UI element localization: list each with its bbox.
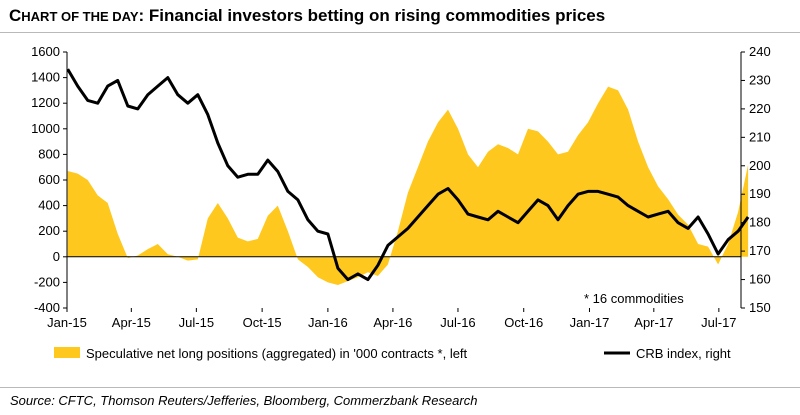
title-rest: : Financial investors betting on rising … — [138, 6, 606, 25]
right-axis-tick-label: 220 — [749, 101, 771, 116]
left-axis-tick-label: 1200 — [31, 95, 60, 110]
x-axis-tick-label: Apr-16 — [373, 315, 412, 330]
chart-legend: Speculative net long positions (aggregat… — [54, 346, 731, 361]
title-smallcaps: HART OF THE DAY — [21, 9, 139, 24]
right-axis-tick-label: 160 — [749, 272, 771, 287]
chart-annotation: * 16 commodities — [584, 291, 684, 306]
x-axis-tick-label: Jul-15 — [179, 315, 214, 330]
x-axis-tick-label: Oct-15 — [243, 315, 282, 330]
area-series-net-long-positions — [67, 86, 749, 285]
left-axis-tick-label: 800 — [38, 146, 60, 161]
legend-label-area: Speculative net long positions (aggregat… — [86, 346, 468, 361]
x-axis-tick-label: Jan-17 — [570, 315, 610, 330]
left-axis-tick-label: 400 — [38, 198, 60, 213]
left-axis-tick-label: 1400 — [31, 70, 60, 85]
x-axis-tick-label: Jul-17 — [701, 315, 736, 330]
chart-tick-labels: 1600 1400 1200 1000 800 600 400 200 0 -200 -400 240… — [31, 44, 771, 330]
line-series-crb-index — [66, 68, 750, 282]
right-axis-tick-label: 150 — [749, 300, 771, 315]
x-axis-tick-label: Jan-16 — [308, 315, 348, 330]
x-axis-tick-label: Oct-16 — [504, 315, 543, 330]
left-axis-tick-label: 1000 — [31, 121, 60, 136]
right-axis-tick-label: 200 — [749, 158, 771, 173]
left-axis-tick-label: -200 — [34, 274, 60, 289]
legend-label-line: CRB index, right — [636, 346, 731, 361]
chart-axes — [63, 51, 745, 312]
right-axis-tick-label: 240 — [749, 44, 771, 59]
plot-area — [66, 68, 750, 285]
x-axis-tick-label: Apr-17 — [634, 315, 673, 330]
left-axis-tick-label: 200 — [38, 223, 60, 238]
x-axis-tick-label: Jan-15 — [47, 315, 87, 330]
top-divider — [0, 32, 800, 33]
right-axis-tick-label: 180 — [749, 215, 771, 230]
x-axis-tick-label: Jul-16 — [440, 315, 475, 330]
left-axis-tick-label: 0 — [53, 249, 60, 264]
left-axis-tick-label: -400 — [34, 300, 60, 315]
right-axis-tick-label: 230 — [749, 72, 771, 87]
right-axis-tick-label: 190 — [749, 186, 771, 201]
left-axis-tick-label: 1600 — [31, 44, 60, 59]
right-axis-tick-label: 170 — [749, 243, 771, 258]
left-axis-tick-label: 600 — [38, 172, 60, 187]
bottom-divider — [0, 387, 800, 388]
source-note: Source: CFTC, Thomson Reuters/Jefferies,… — [10, 393, 478, 408]
x-axis-tick-label: Apr-15 — [112, 315, 151, 330]
right-axis-tick-label: 210 — [749, 129, 771, 144]
commodities-chart: 1600 1400 1200 1000 800 600 400 200 0 -200 -400 240… — [31, 44, 771, 361]
legend-swatch-area — [54, 347, 80, 358]
title-first-capital: C — [9, 6, 22, 25]
page-title: CHART OF THE DAY: Financial investors be… — [9, 6, 605, 26]
